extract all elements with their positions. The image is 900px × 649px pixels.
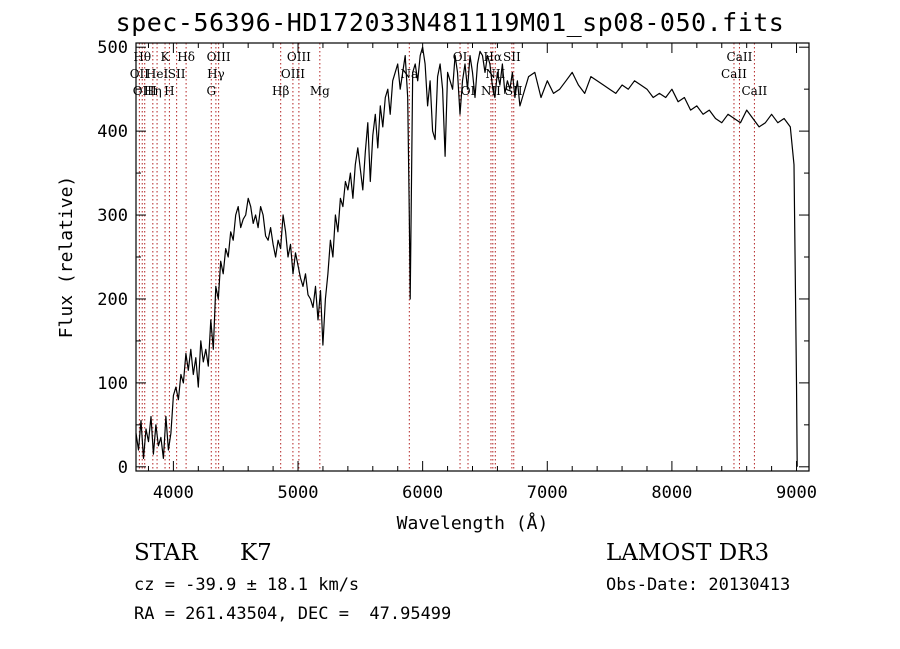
observation-date: Obs-Date: 20130413 [606,575,791,595]
line-id-label: CaII [727,50,753,64]
line-id-label: OI [453,50,468,64]
x-tick-label: 9000 [776,483,817,503]
line-id-label: G [206,84,216,98]
line-id-label: OII [130,67,150,81]
x-tick-label: 4000 [153,483,194,503]
line-id-label: OIII [281,67,305,81]
x-tick-label: 5000 [278,483,319,503]
line-id-label: OIII [287,50,311,64]
y-tick-label: 300 [97,206,128,226]
y-tick-label: 200 [97,290,128,310]
line-id-label: CaII [721,67,747,81]
x-tick-label: 6000 [402,483,443,503]
line-id-label: OIII [207,50,231,64]
sky-coordinates: RA = 261.43504, DEC = 47.95499 [134,604,452,624]
y-tick-label: 400 [97,122,128,142]
survey-name: LAMOST DR3 [606,540,770,566]
x-tick-label: 8000 [651,483,692,503]
line-id-label: Mg [310,84,330,98]
redshift-velocity: cz = -39.9 ± 18.1 km/s [134,575,360,595]
y-tick-label: 0 [118,458,128,478]
line-id-label: SII [503,50,521,64]
line-id-label: NII [481,84,501,98]
plot-frame [135,42,810,472]
line-id-label: Hδ [177,50,195,64]
line-id-label: K [161,50,171,64]
line-id-label: Hβ [272,84,289,98]
chart-title: spec-56396-HD172033N481119M01_sp08-050.f… [115,8,785,37]
line-id-label: H [164,84,174,98]
line-id-label: Hγ [207,67,225,81]
line-id-label: HeI [146,67,169,81]
line-id-label: CaII [741,84,767,98]
object-subclass: K7 [240,540,272,566]
spectrum-line [135,46,798,467]
line-id-label: OI [461,84,476,98]
y-tick-label: 500 [97,38,128,58]
line-id-label: Hα [484,50,503,64]
y-tick-label: 100 [97,374,128,394]
object-class: STAR [134,540,198,566]
line-id-label: SII [168,67,186,81]
x-tick-label: 7000 [527,483,568,503]
line-id-label: OIII [133,84,157,98]
x-axis-label: Wavelength (Å) [397,512,549,534]
line-id-label: Hη [144,84,162,98]
y-axis-label: Flux (relative) [56,176,77,339]
line-id-label: Hθ [133,50,151,64]
